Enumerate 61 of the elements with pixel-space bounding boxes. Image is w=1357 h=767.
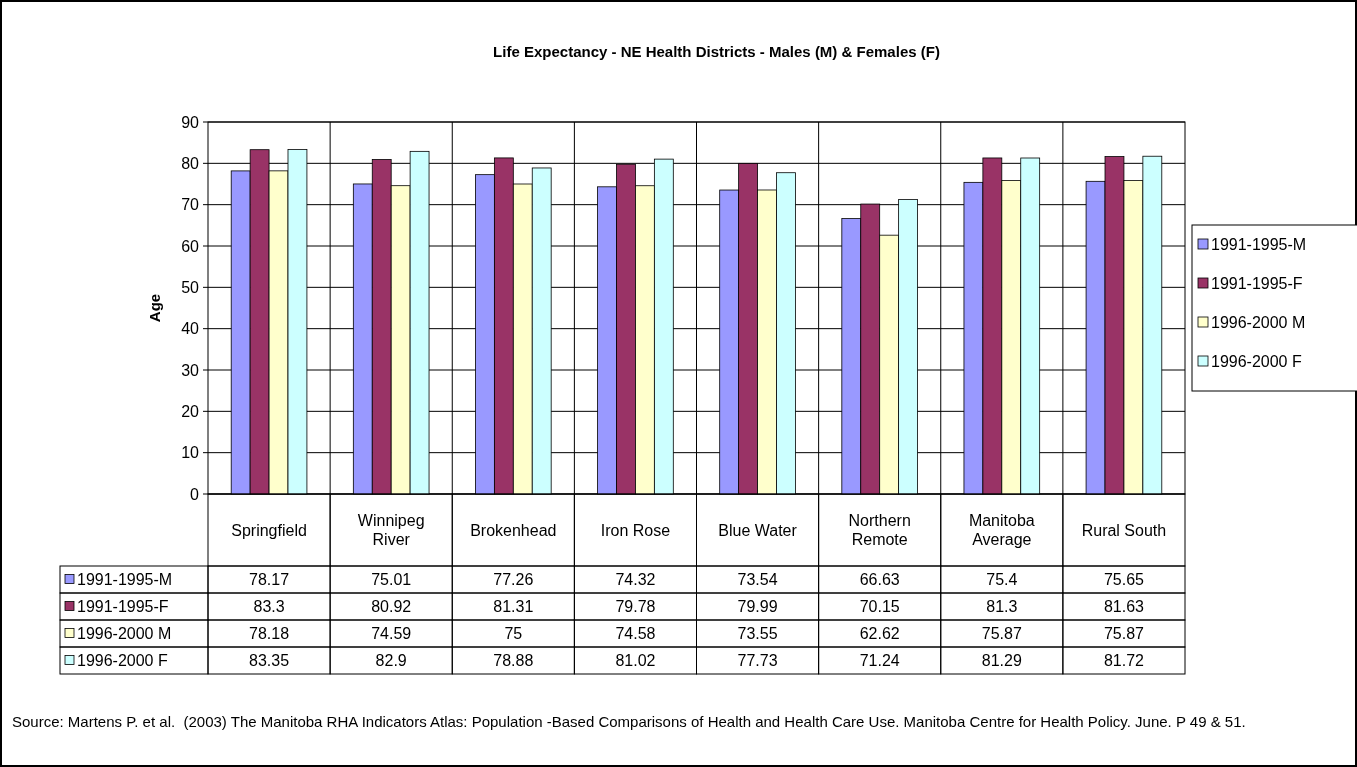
x-tick-label: Iron Rose [600, 521, 671, 539]
y-axis-title: Age [146, 293, 163, 323]
y-tick-label: 90 [181, 113, 200, 131]
data-label: 79.99 [737, 598, 778, 616]
y-tick-label: 80 [181, 154, 200, 172]
data-label: 73.54 [737, 571, 778, 589]
data-label: 74.58 [615, 625, 656, 643]
data-label: 80.92 [371, 598, 412, 616]
text: 1991-1995-F [77, 598, 169, 616]
text: 1991-1995-M [1211, 235, 1307, 253]
text: 1996-2000 M [77, 625, 172, 643]
data-label: 71.24 [859, 652, 900, 670]
data-label: 62.62 [859, 625, 900, 643]
data-label: 81.02 [615, 652, 656, 670]
data-label: 75.87 [981, 625, 1022, 643]
data-label: 66.63 [859, 571, 900, 589]
source-note: Source: Martens P. et al. (2003) The Manitoba RHA Indicators Atlas: Population -Based Comparisons of Health and Health Care Use. Manitoba Centre for Health Policy. June. P 49 & 51. [12, 713, 1246, 730]
y-tick-label: 30 [181, 361, 200, 379]
data-label: 78.18 [249, 625, 290, 643]
y-tick-label: 50 [181, 278, 200, 296]
legend-label: 1996-2000 M [1211, 313, 1306, 331]
data-label: 81.63 [1103, 598, 1145, 616]
x-tick-label: Blue Water [718, 521, 798, 539]
data-label: 82.9 [375, 652, 407, 670]
chart-title: Life Expectancy - NE Health Districts - Males (M) & Females (F) [493, 43, 940, 60]
y-tick-label: 40 [181, 320, 200, 338]
data-label: 75.01 [371, 571, 412, 589]
data-label: 75.87 [1103, 625, 1145, 643]
data-label: 81.31 [493, 598, 534, 616]
data-label: 81.72 [1103, 652, 1145, 670]
data-label: 83.3 [253, 598, 285, 616]
data-label: 77.26 [493, 571, 534, 589]
data-label: 78.17 [249, 571, 290, 589]
data-label: 74.59 [371, 625, 412, 643]
legend-label: 1991-1995-M [77, 571, 173, 589]
x-tick-label: Springfield [231, 521, 307, 539]
data-label: 83.35 [249, 652, 290, 670]
data-label: 75.4 [986, 571, 1018, 589]
text: 1996-2000 F [77, 652, 168, 670]
data-label: 74.32 [615, 571, 656, 589]
x-tick-label: Rural South [1081, 521, 1167, 539]
y-tick-label: 20 [181, 402, 200, 420]
legend-label: 1996-2000 F [1211, 352, 1302, 370]
y-tick-label: 0 [190, 485, 200, 503]
x-tick-label: Winnipeg River [357, 512, 425, 549]
y-tick-label: 60 [181, 237, 200, 255]
y-tick-label: 10 [181, 444, 200, 462]
data-label: 77.73 [737, 652, 778, 670]
data-label: 81.29 [981, 652, 1022, 670]
data-label: 75.65 [1103, 571, 1145, 589]
data-label: 78.88 [493, 652, 534, 670]
data-label: 81.3 [986, 598, 1018, 616]
x-tick-label: Manitoba Average [968, 512, 1035, 549]
data-label: 79.78 [615, 598, 656, 616]
x-tick-label: Northern Remote [848, 512, 911, 549]
data-label: 70.15 [859, 598, 900, 616]
data-label: 75 [504, 625, 523, 643]
y-tick-label: 70 [181, 196, 200, 214]
x-tick-label: Brokenhead [470, 521, 557, 539]
data-label: 73.55 [737, 625, 778, 643]
legend-label: 1991-1995-F [1211, 274, 1303, 292]
